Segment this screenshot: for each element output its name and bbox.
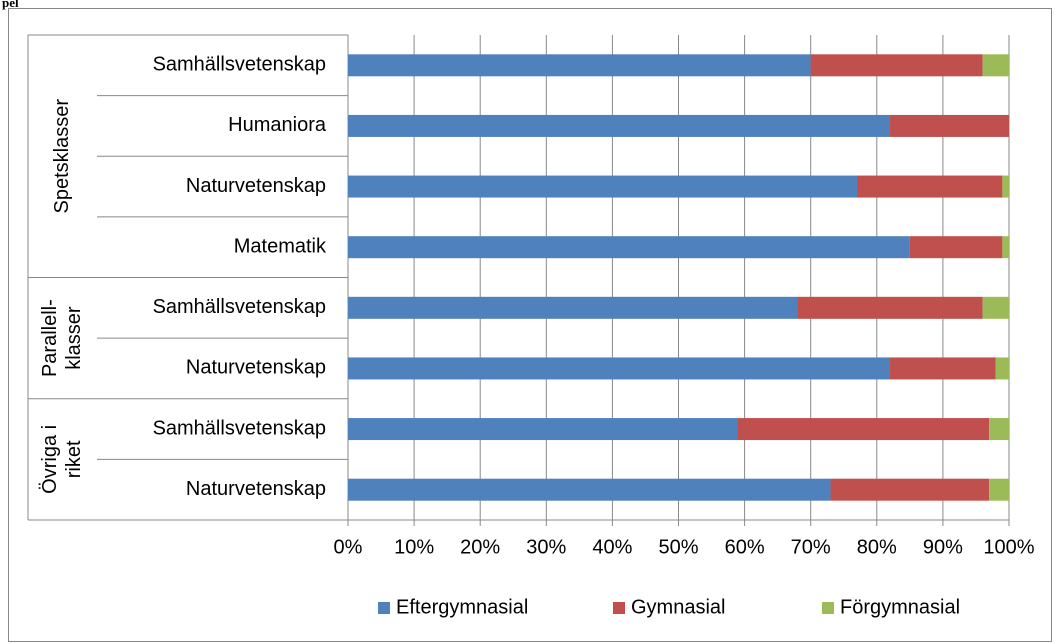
bar-segment [856,175,1003,198]
x-tick-label: 0% [334,536,363,558]
group-label: Övriga i [39,425,61,494]
x-tick-label: 90% [923,536,963,558]
category-label: Naturvetenskap [186,357,326,379]
legend-swatch [613,602,625,614]
bar-segment [797,296,983,319]
group-label: riket [63,440,85,478]
bar-segment [348,478,831,501]
category-label: Samhällsvetenskap [153,417,326,439]
category-label: Samhällsvetenskap [153,54,326,76]
bar-segment [348,296,798,319]
x-tick-label: 20% [460,536,500,558]
bar-segment [982,54,1009,77]
legend-swatch [822,602,834,614]
group-label: Parallell- [39,299,61,377]
bar-segment [348,175,857,198]
clipped-heading: pel [2,0,19,10]
category-label: Matematik [234,235,327,257]
bar-segment [810,54,983,77]
category-label: Humaniora [228,114,327,136]
legend-swatch [378,602,390,614]
bar-segment [982,296,1009,319]
x-tick-label: 30% [526,536,566,558]
x-tick-label: 40% [592,536,632,558]
chart-frame [8,8,1052,642]
bar-segment [989,418,1009,441]
bar-segment [1002,175,1009,198]
category-label: Naturvetenskap [186,175,326,197]
x-tick-label: 50% [658,536,698,558]
bar-segment [830,478,990,501]
group-label: klasser [63,306,85,370]
bar-segment [995,357,1009,380]
bar-segment [890,114,1009,137]
group-label: Spetsklasser [51,99,73,214]
legend-label: Förgymnasial [840,596,960,618]
legend-label: Eftergymnasial [396,596,528,618]
category-label: Naturvetenskap [186,478,326,500]
x-tick-label: 70% [791,536,831,558]
x-tick-label: 100% [983,536,1034,558]
bar-segment [909,236,1003,259]
legend-label: Gymnasial [631,596,725,618]
x-tick-label: 80% [857,536,897,558]
bar-segment [737,418,990,441]
x-tick-label: 10% [394,536,434,558]
category-label: Samhällsvetenskap [153,296,326,318]
bar-segment [348,236,910,259]
bar-segment [348,418,738,441]
bar-segment [348,114,891,137]
bar-segment [890,357,996,380]
bar-segment [348,357,891,380]
bar-segment [348,54,811,77]
x-tick-label: 60% [725,536,765,558]
bar-segment [1002,236,1009,259]
bar-segment [989,478,1009,501]
